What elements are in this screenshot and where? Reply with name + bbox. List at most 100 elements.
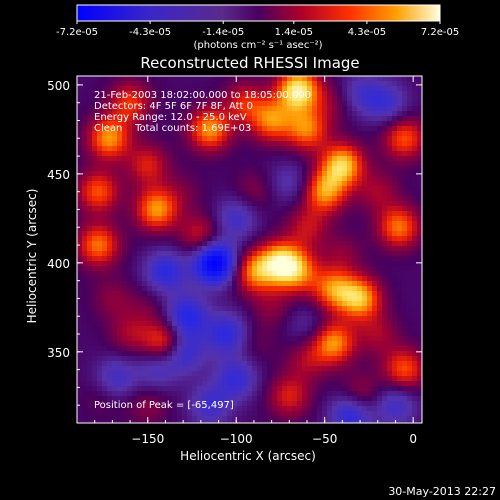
annotation-algorithm-counts: Clean Total counts: 1.69E+03 bbox=[94, 123, 251, 134]
heatmap-cell bbox=[367, 161, 373, 167]
heatmap-cell bbox=[277, 121, 283, 127]
heatmap-cell bbox=[222, 111, 228, 117]
heatmap-cell bbox=[312, 371, 318, 377]
heatmap-cell bbox=[247, 381, 253, 387]
heatmap-cell bbox=[182, 286, 188, 292]
heatmap-cell bbox=[267, 281, 273, 287]
heatmap-cell bbox=[277, 146, 283, 152]
heatmap-cell bbox=[82, 291, 88, 297]
heatmap-cell bbox=[217, 291, 223, 297]
heatmap-cell bbox=[257, 266, 263, 272]
heatmap-cell bbox=[77, 341, 83, 347]
heatmap-cell bbox=[177, 321, 183, 327]
heatmap-cell bbox=[352, 171, 358, 177]
heatmap-cell bbox=[217, 331, 223, 337]
heatmap-cell bbox=[212, 391, 218, 397]
heatmap-cell bbox=[182, 281, 188, 287]
heatmap-cell bbox=[167, 311, 173, 317]
heatmap-cell bbox=[142, 316, 148, 322]
heatmap-cell bbox=[292, 81, 298, 87]
heatmap-cell bbox=[162, 346, 168, 352]
heatmap-cell bbox=[187, 156, 193, 162]
heatmap-cell bbox=[272, 421, 278, 423]
heatmap-cell bbox=[152, 156, 158, 162]
heatmap-cell bbox=[187, 226, 193, 232]
heatmap-cell bbox=[92, 181, 98, 187]
heatmap-cell bbox=[132, 401, 138, 407]
heatmap-cell bbox=[117, 166, 123, 172]
heatmap-cell bbox=[257, 156, 263, 162]
heatmap-cell bbox=[322, 316, 328, 322]
heatmap-cell bbox=[312, 121, 318, 127]
heatmap-cell bbox=[357, 341, 363, 347]
heatmap-cell bbox=[412, 281, 418, 287]
heatmap-cell bbox=[237, 331, 243, 337]
heatmap-cell bbox=[272, 116, 278, 122]
heatmap-cell bbox=[402, 166, 408, 172]
heatmap-cell bbox=[117, 186, 123, 192]
heatmap-cell bbox=[192, 411, 198, 417]
heatmap-cell bbox=[102, 316, 108, 322]
heatmap-cell bbox=[152, 251, 158, 257]
heatmap-cell bbox=[142, 406, 148, 412]
heatmap-cell bbox=[147, 331, 153, 337]
heatmap-cell bbox=[102, 341, 108, 347]
heatmap-cell bbox=[237, 111, 243, 117]
heatmap-cell bbox=[212, 366, 218, 372]
heatmap-cell bbox=[147, 261, 153, 267]
heatmap-cell bbox=[392, 421, 398, 423]
heatmap-cell bbox=[167, 171, 173, 177]
heatmap-cell bbox=[312, 206, 318, 212]
heatmap-cell bbox=[132, 301, 138, 307]
heatmap-cell bbox=[182, 296, 188, 302]
heatmap-cell bbox=[377, 231, 383, 237]
heatmap-cell bbox=[292, 306, 298, 312]
heatmap-cell bbox=[362, 346, 368, 352]
heatmap-cell bbox=[207, 336, 213, 342]
heatmap-cell bbox=[222, 291, 228, 297]
heatmap-cell bbox=[82, 251, 88, 257]
heatmap-cell bbox=[242, 126, 248, 132]
heatmap-cell bbox=[187, 291, 193, 297]
heatmap-cell bbox=[352, 421, 358, 423]
heatmap-cell bbox=[377, 141, 383, 147]
heatmap-cell bbox=[272, 291, 278, 297]
heatmap-cell bbox=[312, 336, 318, 342]
heatmap-cell bbox=[377, 251, 383, 257]
heatmap-cell bbox=[337, 196, 343, 202]
heatmap-cell bbox=[172, 241, 178, 247]
heatmap-cell bbox=[212, 76, 218, 82]
heatmap-cell bbox=[87, 106, 93, 112]
heatmap-cell bbox=[132, 131, 138, 137]
heatmap-cell bbox=[117, 241, 123, 247]
heatmap-cell bbox=[247, 196, 253, 202]
heatmap-cell bbox=[412, 206, 418, 212]
heatmap-cell bbox=[237, 136, 243, 142]
heatmap-cell bbox=[207, 381, 213, 387]
heatmap-cell bbox=[207, 271, 213, 277]
heatmap-cell bbox=[187, 301, 193, 307]
heatmap-cell bbox=[417, 216, 422, 222]
heatmap-cell bbox=[237, 276, 243, 282]
heatmap-cell bbox=[207, 311, 213, 317]
heatmap-image bbox=[77, 76, 422, 423]
heatmap-cell bbox=[82, 281, 88, 287]
heatmap-cell bbox=[222, 106, 228, 112]
heatmap-cell bbox=[107, 261, 113, 267]
timestamp: 30-May-2013 22:27 bbox=[388, 485, 496, 498]
heatmap-cell bbox=[352, 341, 358, 347]
heatmap-cell bbox=[77, 416, 83, 422]
heatmap-cell bbox=[362, 401, 368, 407]
heatmap-cell bbox=[232, 276, 238, 282]
heatmap-cell bbox=[142, 226, 148, 232]
heatmap-cell bbox=[317, 126, 323, 132]
heatmap-cell bbox=[337, 101, 343, 107]
heatmap-cell bbox=[312, 181, 318, 187]
heatmap-cell bbox=[217, 201, 223, 207]
heatmap-cell bbox=[167, 341, 173, 347]
heatmap-cell bbox=[352, 261, 358, 267]
heatmap-cell bbox=[297, 381, 303, 387]
heatmap-cell bbox=[397, 356, 403, 362]
heatmap-cell bbox=[97, 256, 103, 262]
heatmap-cell bbox=[252, 421, 258, 423]
